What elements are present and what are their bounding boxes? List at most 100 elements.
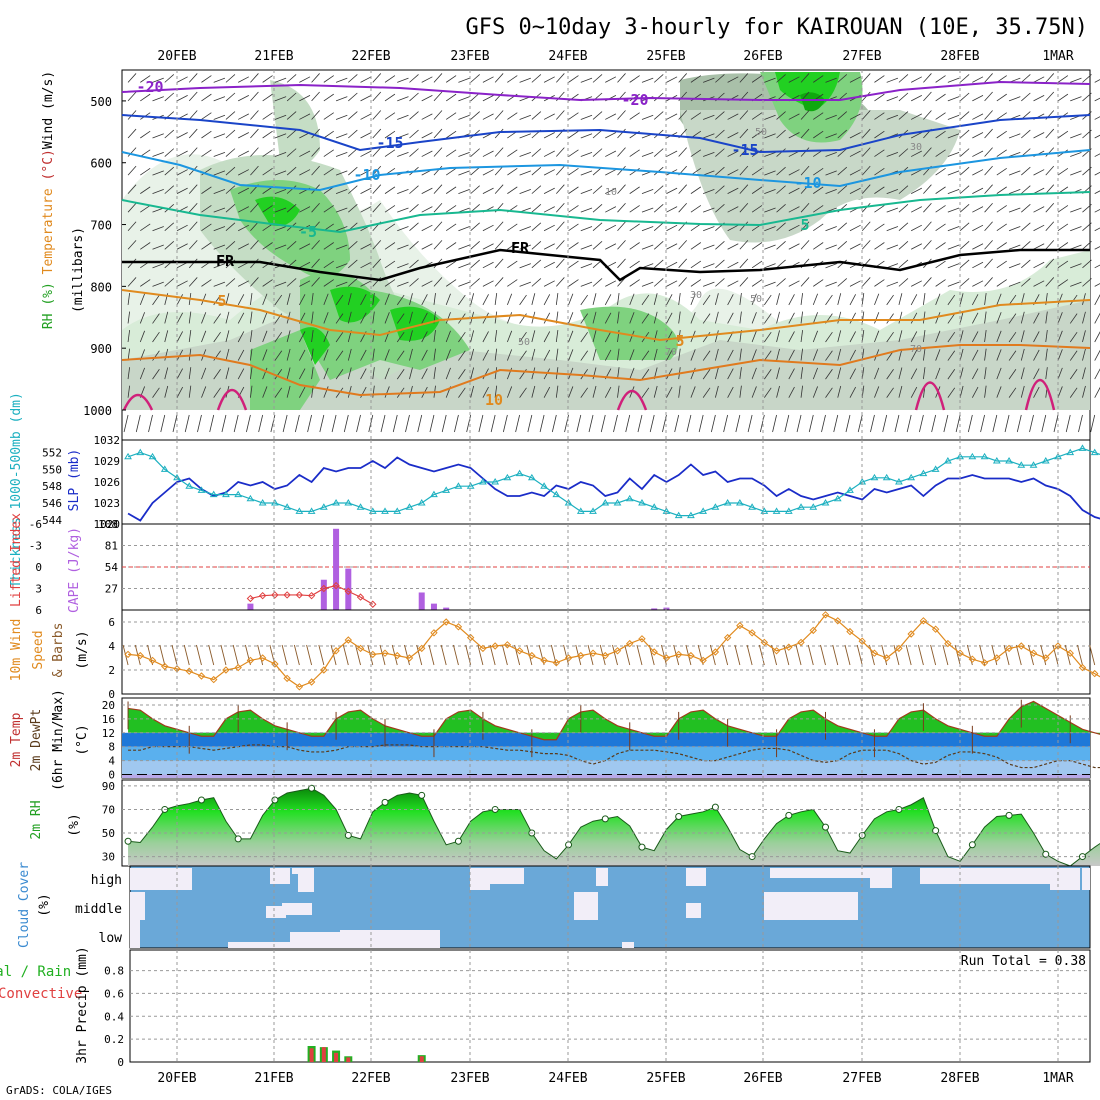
wind-barb <box>428 644 435 666</box>
wind-barb <box>800 221 810 231</box>
wind-barb <box>1057 75 1069 83</box>
wind-barb <box>764 207 776 213</box>
wind-barb <box>1008 244 1021 250</box>
wind-barb <box>776 385 780 398</box>
wind-barb <box>421 132 433 139</box>
wind-barb <box>355 644 361 666</box>
wind-barb <box>237 150 250 157</box>
wind-barb <box>323 279 334 287</box>
wind-barb <box>1020 348 1025 361</box>
wind-barb <box>893 644 900 666</box>
wind-barb <box>188 277 198 287</box>
wind-barb <box>568 112 579 120</box>
wind-barb <box>935 293 941 306</box>
temp-contour-minus15 <box>121 114 1091 154</box>
wind-barb <box>861 240 871 250</box>
wind-barb <box>959 185 970 194</box>
wind-barb <box>396 331 405 343</box>
wind-barb <box>874 279 885 287</box>
wind-barb <box>800 292 804 305</box>
thickness-marker <box>980 452 989 460</box>
wind-barb <box>237 312 245 324</box>
wind-barb <box>445 205 457 213</box>
wind-speed-marker <box>418 644 426 653</box>
wind-barb <box>735 414 741 433</box>
wind-barb <box>237 113 250 120</box>
wind-barb <box>421 187 433 194</box>
wind-barb <box>360 150 372 157</box>
wind-barb <box>433 277 443 287</box>
wind-barb <box>1015 644 1022 666</box>
wind-barb <box>624 644 631 666</box>
wind-barb <box>250 277 259 287</box>
wind-barb <box>421 206 433 213</box>
y-tick-label: -6 <box>29 518 42 531</box>
wind-barb <box>372 110 382 120</box>
y-tick-label: 1026 <box>94 476 121 489</box>
wind-barb <box>959 311 964 324</box>
thickness-marker <box>527 473 536 481</box>
wind-barb <box>232 644 239 666</box>
wind-barb <box>250 202 259 213</box>
wind-barb <box>250 147 259 157</box>
wind-barb <box>874 167 885 176</box>
wind-barb <box>409 74 419 83</box>
wind-barb <box>323 293 329 306</box>
wind-barb <box>641 114 654 120</box>
wind-speed-marker <box>797 638 805 647</box>
wind-barb <box>494 110 504 120</box>
wind-barb <box>445 167 457 176</box>
y-tick-label: -3 <box>29 540 42 553</box>
wind-barb <box>702 369 711 380</box>
wind-speed-marker <box>674 650 683 659</box>
temp-band <box>122 732 1090 747</box>
rh-label: 70 <box>910 344 922 355</box>
thickness-marker <box>1005 457 1013 464</box>
wind-barb <box>368 414 374 433</box>
temp-contour-15 <box>914 381 946 411</box>
wind-barb <box>678 184 687 194</box>
wind-barb <box>996 167 1007 176</box>
rh-label: 50 <box>755 127 767 138</box>
wind-barb <box>678 240 687 250</box>
wind-barb <box>739 311 742 324</box>
wind-barb <box>221 414 227 433</box>
thickness-marker <box>136 448 145 456</box>
wind-barb <box>861 311 865 324</box>
thickness-marker <box>650 503 659 510</box>
wind-barb <box>698 414 704 433</box>
wind-barb <box>348 166 358 176</box>
wind-barb <box>379 644 386 666</box>
li-marker <box>295 591 304 599</box>
wind-speed-marker <box>552 659 561 667</box>
wind-barb <box>311 240 320 250</box>
wind-barb <box>225 222 236 232</box>
wind-barb <box>800 277 810 287</box>
wind-barb <box>445 349 451 361</box>
wind-barb <box>250 330 253 343</box>
wind-barb <box>910 349 918 361</box>
wind-barb <box>715 259 725 269</box>
wind-barb <box>837 166 848 176</box>
wind-barb <box>617 165 626 176</box>
wind-barb <box>690 349 696 361</box>
wind-barb <box>1082 348 1086 361</box>
wind-barb <box>703 207 715 213</box>
wind-barb <box>935 149 946 157</box>
wind-barb <box>347 385 352 398</box>
wind-barb <box>653 259 664 269</box>
wind-barb <box>971 312 979 324</box>
wind-barb <box>347 348 352 361</box>
wind-barb <box>343 414 349 433</box>
wind-barb <box>580 151 593 157</box>
wind-barb <box>764 263 776 269</box>
wind-barb <box>702 294 711 306</box>
wind-barb <box>348 259 358 269</box>
wind-barb <box>152 281 164 287</box>
li-marker <box>356 593 365 601</box>
wind-barb <box>1082 367 1086 380</box>
wind-barb <box>800 184 810 194</box>
y-tick-label: 0.6 <box>104 987 124 1000</box>
wind-barb <box>568 130 579 139</box>
wind-barb <box>152 96 164 102</box>
